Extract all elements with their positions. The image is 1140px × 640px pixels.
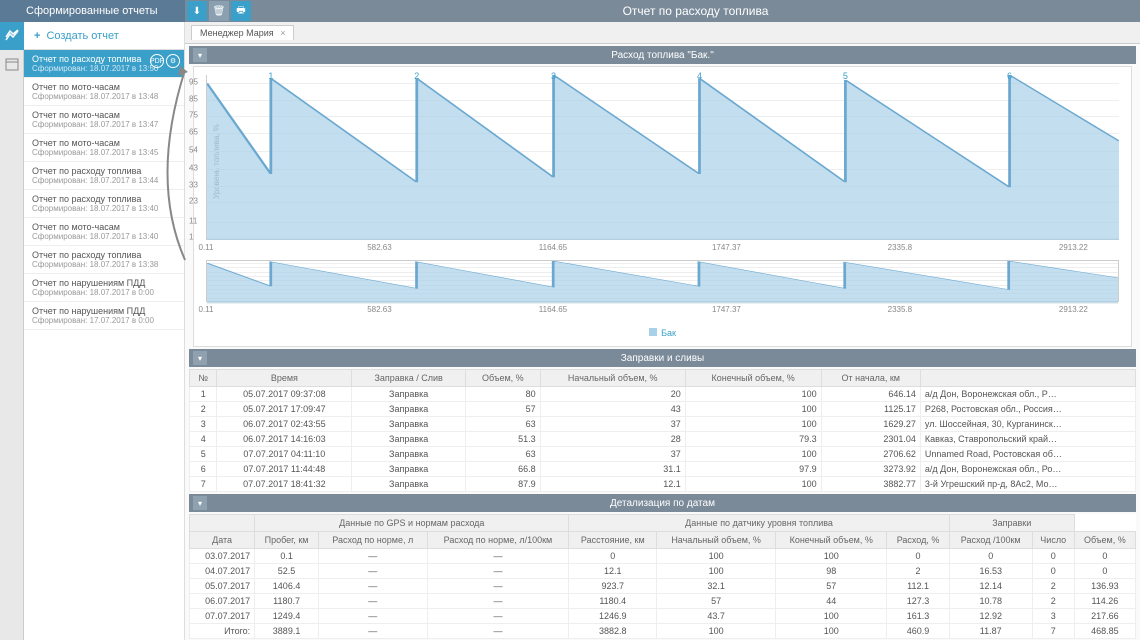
nav-reports[interactable] (0, 22, 24, 50)
chart-legend: Бак (206, 328, 1119, 338)
report-title: Отчет по нарушениям ПДД (32, 278, 176, 288)
table-row[interactable]: 07.07.20171249.4——1246.943.7100161.312.9… (190, 609, 1136, 624)
refuel-table: №ВремяЗаправка / СливОбъем, %Начальный о… (189, 369, 1136, 492)
report-title: Отчет по расходу топлива (32, 250, 176, 260)
table-row[interactable]: 507.07.2017 04:11:10Заправка63371002706.… (190, 447, 1136, 462)
delete-button[interactable]: 🗑 (209, 1, 229, 21)
close-icon[interactable]: × (280, 28, 285, 38)
create-label: Создать отчет (46, 30, 118, 42)
table-row[interactable]: 406.07.2017 14:16:03Заправка51.32879.323… (190, 432, 1136, 447)
fuel-chart-nav[interactable] (206, 260, 1119, 302)
report-sub: Сформирован: 18.07.2017 в 13:38 (32, 260, 176, 269)
col-header: Объем, % (466, 370, 541, 387)
print-button[interactable]: 🖶 (231, 1, 251, 21)
col-header: Время (217, 370, 352, 387)
download-button[interactable]: ⬇ (187, 1, 207, 21)
nav-schedule[interactable] (0, 50, 24, 78)
table-row[interactable]: Итого:3889.1——3882.8100100460.911.877468… (190, 624, 1136, 639)
gear-icon[interactable]: ⚙ (166, 54, 180, 68)
report-item[interactable]: Отчет по расходу топливаСформирован: 18.… (24, 162, 184, 190)
report-title: Отчет по мото-часам (32, 82, 176, 92)
report-item[interactable]: Отчет по расходу топливаСформирован: 18.… (24, 246, 184, 274)
table-row[interactable]: 05.07.20171406.4——923.732.157112.112.142… (190, 579, 1136, 594)
report-sub: Сформирован: 18.07.2017 в 0:00 (32, 288, 176, 297)
report-item[interactable]: Отчет по мото-часамСформирован: 18.07.20… (24, 78, 184, 106)
report-item[interactable]: Отчет по нарушениям ПДДСформирован: 17.0… (24, 302, 184, 330)
report-title: Отчет по расходу топлива (32, 166, 176, 176)
col-header: От начала, км (821, 370, 920, 387)
pdf-icon[interactable]: PDF (150, 54, 164, 68)
report-title: Отчет по мото-часам (32, 222, 176, 232)
create-report-button[interactable]: + Создать отчет (24, 22, 184, 50)
report-title: Отчет по мото-часам (32, 110, 176, 120)
report-item[interactable]: Отчет по нарушениям ПДДСформирован: 18.0… (24, 274, 184, 302)
table2-header: ▾ Детализация по датам (189, 494, 1136, 512)
report-item[interactable]: Отчет по мото-часамСформирован: 18.07.20… (24, 134, 184, 162)
report-sub: Сформирован: 18.07.2017 в 13:47 (32, 120, 176, 129)
report-item[interactable]: Отчет по расходу топливаСформирован: 18.… (24, 50, 184, 78)
report-item[interactable]: Отчет по расходу топливаСформирован: 18.… (24, 190, 184, 218)
report-sub: Сформирован: 18.07.2017 в 13:40 (32, 232, 176, 241)
report-item[interactable]: Отчет по мото-часамСформирован: 18.07.20… (24, 218, 184, 246)
col-header (920, 370, 1135, 387)
tab-label: Менеджер Мария (200, 28, 274, 38)
report-sub: Сформирован: 18.07.2017 в 13:40 (32, 204, 176, 213)
table-row[interactable]: 105.07.2017 09:37:08Заправка8020100646.1… (190, 387, 1136, 402)
table-row[interactable]: 03.07.20170.1——01001000000 (190, 549, 1136, 564)
collapse-icon[interactable]: ▾ (193, 48, 207, 62)
report-sub: Сформирован: 18.07.2017 в 13:44 (32, 176, 176, 185)
report-sub: Сформирован: 18.07.2017 в 13:45 (32, 148, 176, 157)
table-row[interactable]: 06.07.20171180.7——1180.45744127.310.7821… (190, 594, 1136, 609)
report-title: Отчет по мото-часам (32, 138, 176, 148)
table-row[interactable]: 04.07.201752.5——12.110098216.5300 (190, 564, 1136, 579)
report-item[interactable]: Отчет по мото-часамСформирован: 18.07.20… (24, 106, 184, 134)
report-sub: Сформирован: 18.07.2017 в 13:48 (32, 92, 176, 101)
sidebar-title: Сформированные отчеты (0, 0, 185, 22)
col-header: Конечный объем, % (685, 370, 821, 387)
report-sub: Сформирован: 17.07.2017 в 0:00 (32, 316, 176, 325)
report-title: Отчет по нарушениям ПДД (32, 306, 176, 316)
col-header: Заправка / Слив (352, 370, 466, 387)
report-title: Отчет по расходу топлива (32, 194, 176, 204)
tab-manager[interactable]: Менеджер Мария × (191, 25, 294, 40)
chart-section-header: ▾ Расход топлива "Бак." (189, 46, 1136, 64)
table-row[interactable]: 707.07.2017 18:41:32Заправка87.912.11003… (190, 477, 1136, 492)
table-row[interactable]: 306.07.2017 02:43:55Заправка63371001629.… (190, 417, 1136, 432)
chart-title: Расход топлива "Бак." (611, 50, 714, 61)
col-header: № (190, 370, 217, 387)
page-title: Отчет по расходу топлива (251, 4, 1140, 18)
collapse-icon[interactable]: ▾ (193, 351, 207, 365)
fuel-chart-main: Уровень топлива, % 111233343546575859512… (206, 75, 1119, 240)
plus-icon: + (34, 30, 40, 42)
daily-table: Данные по GPS и нормам расходаДанные по … (189, 514, 1136, 639)
table-row[interactable]: 205.07.2017 17:09:47Заправка57431001125.… (190, 402, 1136, 417)
collapse-icon[interactable]: ▾ (193, 496, 207, 510)
table-row[interactable]: 607.07.2017 11:44:48Заправка66.831.197.9… (190, 462, 1136, 477)
col-header: Начальный объем, % (540, 370, 685, 387)
table1-header: ▾ Заправки и сливы (189, 349, 1136, 367)
